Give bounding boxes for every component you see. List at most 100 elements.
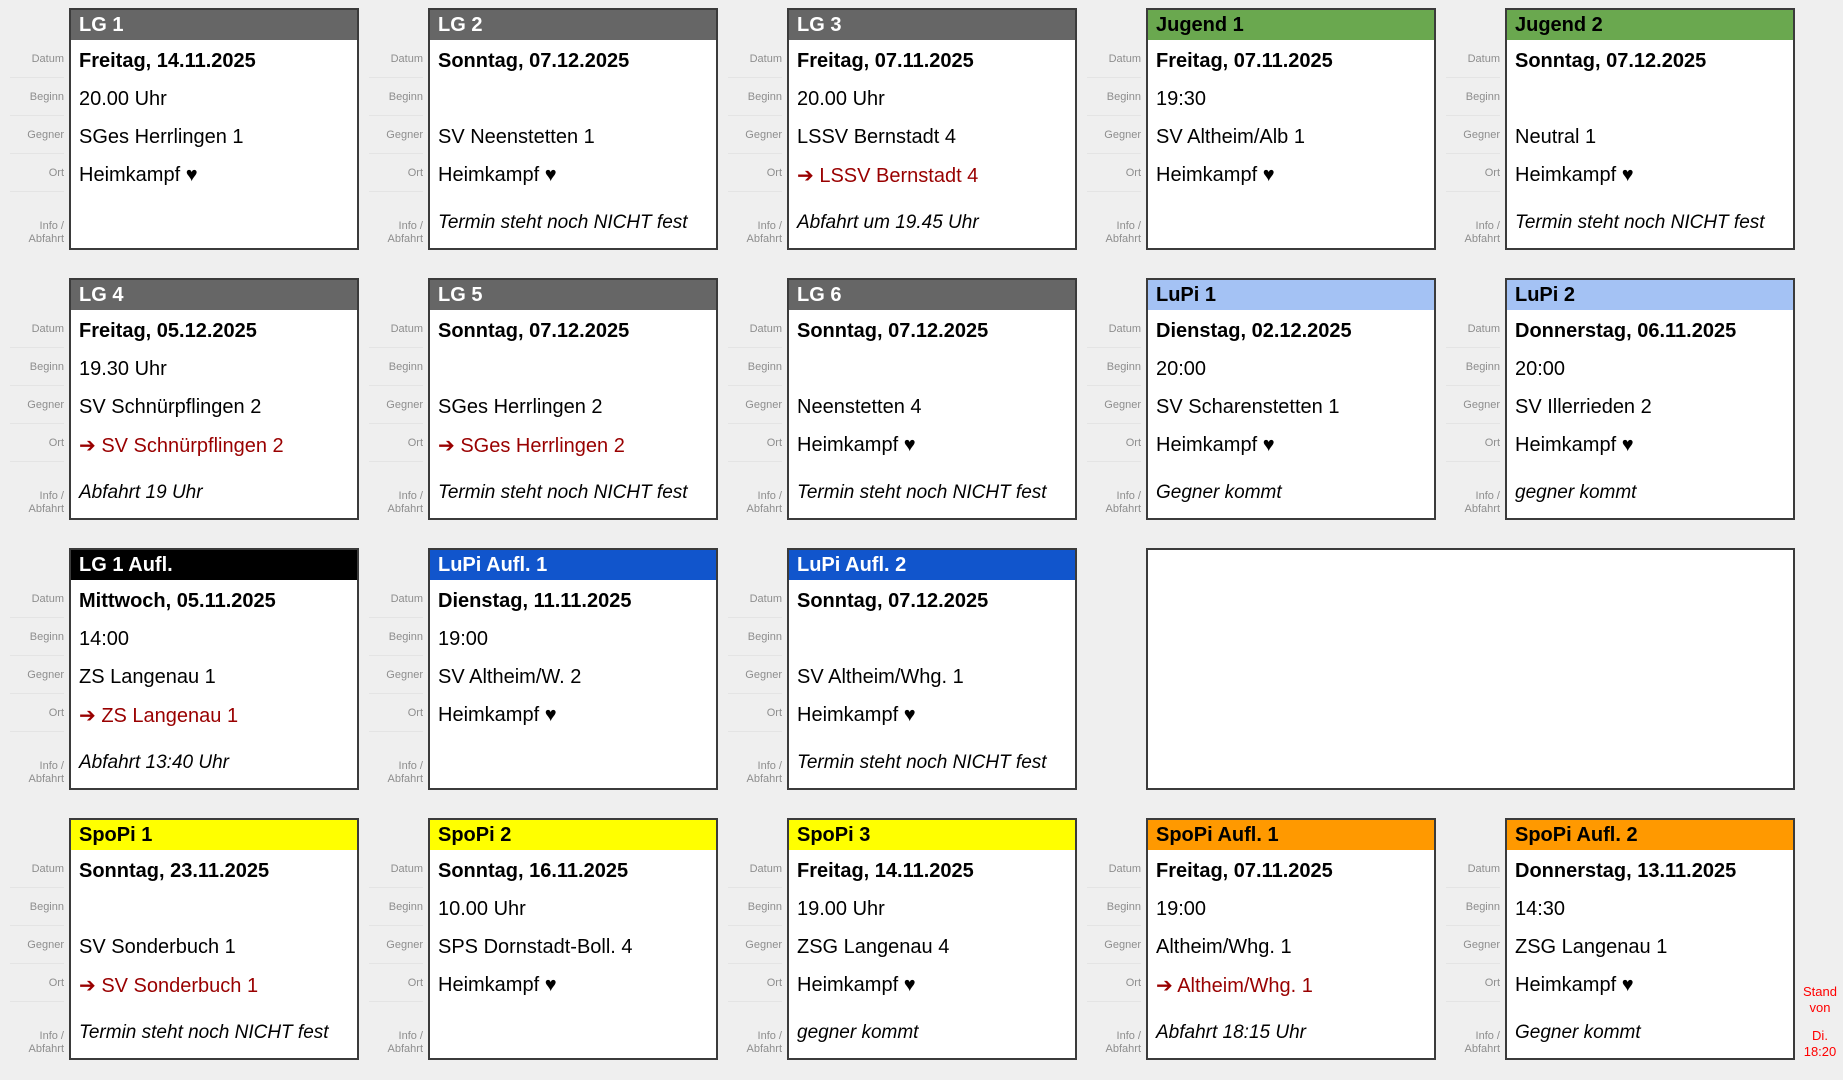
row-label-info-line2: Abfahrt — [1105, 1043, 1141, 1055]
field-ort-home: Heimkampf ♥ — [79, 163, 198, 186]
card-row-labels: Datum Beginn Gegner Ort Info / Abfahrt — [359, 548, 428, 790]
row-label-gegner: Gegner — [10, 656, 64, 694]
field-beginn — [79, 890, 351, 928]
row-label-beginn: Beginn — [10, 618, 64, 656]
row-label-gegner: Gegner — [1087, 926, 1141, 964]
row-label-info-abfahrt: Info / Abfahrt — [728, 1030, 782, 1060]
row-label-ort: Ort — [369, 694, 423, 732]
row-label-ort: Ort — [369, 154, 423, 192]
row-label-info-line1: Info / — [1475, 490, 1500, 502]
field-ort-home: Heimkampf ♥ — [1156, 163, 1275, 186]
card-row-labels: Datum Beginn Gegner Ort Info / Abfahrt — [1077, 278, 1146, 520]
row-label-info-line2: Abfahrt — [746, 773, 782, 785]
field-beginn — [797, 350, 1069, 388]
row-label-info-line2: Abfahrt — [28, 233, 64, 245]
row-label-info-abfahrt: Info / Abfahrt — [10, 220, 64, 250]
match-card: Jugend 2 Sonntag, 07.12.2025 Neutral 1 Heim… — [1505, 8, 1795, 250]
row-label-gegner: Gegner — [369, 656, 423, 694]
field-beginn: 20.00 Uhr — [797, 87, 885, 110]
card-title: Jugend 1 — [1148, 10, 1434, 40]
field-ort-away: ➔ SV Schnürpflingen 2 — [79, 434, 284, 457]
card-title: SpoPi Aufl. 1 — [1148, 820, 1434, 850]
row-label-beginn: Beginn — [1446, 888, 1500, 926]
field-beginn: 19:00 — [438, 627, 489, 650]
row-label-beginn: Beginn — [369, 618, 423, 656]
card-body: Freitag, 07.11.2025 19:30 SV Altheim/Alb 1… — [1148, 40, 1434, 248]
card-body: Sonntag, 16.11.2025 10.00 Uhr SPS Dornstad… — [430, 850, 716, 1058]
row-label-ort: Ort — [10, 964, 64, 1002]
match-card: LG 6 Sonntag, 07.12.2025 Neenstetten 4 Heim… — [787, 278, 1077, 520]
row-label-beginn: Beginn — [369, 78, 423, 116]
match-card: SpoPi Aufl. 1 Freitag, 07.11.2025 19:00 Alt… — [1146, 818, 1436, 1060]
field-beginn — [438, 350, 710, 388]
row-label-info-abfahrt: Info / Abfahrt — [1087, 490, 1141, 520]
row-label-info-line1: Info / — [1116, 490, 1141, 502]
field-beginn: 14:00 — [79, 627, 130, 650]
field-info: Abfahrt um 19.45 Uhr — [797, 212, 979, 233]
row-label-info-line1: Info / — [39, 220, 64, 232]
row-label-beginn: Beginn — [10, 78, 64, 116]
field-beginn: 19:30 — [1156, 87, 1207, 110]
field-datum: Sonntag, 07.12.2025 — [1515, 49, 1707, 72]
card-row-labels: Datum Beginn Gegner Ort Info / Abfahrt — [1436, 8, 1505, 250]
match-card: SpoPi 3 Freitag, 14.11.2025 19.00 Uhr ZSG L… — [787, 818, 1077, 1060]
field-gegner: LSSV Bernstadt 4 — [797, 125, 956, 148]
row-label-info-abfahrt: Info / Abfahrt — [1087, 220, 1141, 250]
row-label-info-line2: Abfahrt — [1464, 1043, 1500, 1055]
card-body: Freitag, 14.11.2025 20.00 Uhr SGes Herrlin… — [71, 40, 357, 248]
field-gegner: Altheim/Whg. 1 — [1156, 935, 1292, 958]
field-info: Termin steht noch NICHT fest — [438, 482, 688, 503]
field-gegner: SPS Dornstadt-Boll. 4 — [438, 935, 633, 958]
row-label-ort: Ort — [1087, 964, 1141, 1002]
card-body: Sonntag, 07.12.2025 SV Neenstetten 1 Heimk… — [430, 40, 716, 248]
stand-note-time: 18:20 — [1803, 1044, 1837, 1059]
field-info — [438, 746, 710, 780]
field-gegner: Neenstetten 4 — [797, 395, 922, 418]
row-label-info-abfahrt: Info / Abfahrt — [369, 1030, 423, 1060]
card-row-labels: Datum Beginn Gegner Ort Info / Abfahrt — [1077, 818, 1146, 1060]
field-datum: Mittwoch, 05.11.2025 — [79, 589, 276, 612]
field-datum: Freitag, 07.11.2025 — [1156, 49, 1333, 72]
match-card: LG 3 Freitag, 07.11.2025 20.00 Uhr LSSV Ber… — [787, 8, 1077, 250]
match-card: SpoPi Aufl. 2 Donnerstag, 13.11.2025 14:30… — [1505, 818, 1795, 1060]
stand-note-day: Di. — [1812, 1028, 1828, 1043]
row-label-beginn: Beginn — [369, 348, 423, 386]
card-title: LG 6 — [789, 280, 1075, 310]
match-card: LuPi 2 Donnerstag, 06.11.2025 20:00 SV Ille… — [1505, 278, 1795, 520]
row-label-gegner: Gegner — [369, 116, 423, 154]
card-row-labels: Datum Beginn Gegner Ort Info / Abfahrt — [0, 278, 69, 520]
card-title: LuPi Aufl. 1 — [430, 550, 716, 580]
card-title: Jugend 2 — [1507, 10, 1793, 40]
card-title: SpoPi 3 — [789, 820, 1075, 850]
row-label-info-line2: Abfahrt — [28, 1043, 64, 1055]
stand-note: Stand von Di. 18:20 — [1799, 984, 1841, 1060]
row-label-info-line1: Info / — [39, 760, 64, 772]
row-label-info-abfahrt: Info / Abfahrt — [369, 760, 423, 790]
card-title: LuPi 2 — [1507, 280, 1793, 310]
row-label-info-line1: Info / — [1116, 1030, 1141, 1042]
field-info: Abfahrt 18:15 Uhr — [1156, 1022, 1306, 1043]
card-row-labels: Datum Beginn Gegner Ort Info / Abfahrt — [718, 8, 787, 250]
row-label-info-line1: Info / — [39, 1030, 64, 1042]
row-label-datum: Datum — [728, 40, 782, 78]
field-gegner: SV Illerrieden 2 — [1515, 395, 1652, 418]
card-row-labels: Datum Beginn Gegner Ort Info / Abfahrt — [718, 818, 787, 1060]
card-title: LG 4 — [71, 280, 357, 310]
row-label-datum: Datum — [10, 40, 64, 78]
field-ort-home: Heimkampf ♥ — [797, 433, 916, 456]
row-label-info-line1: Info / — [39, 490, 64, 502]
row-label-info-line2: Abfahrt — [746, 233, 782, 245]
field-info: Abfahrt 19 Uhr — [79, 482, 203, 503]
field-gegner: SGes Herrlingen 1 — [79, 125, 244, 148]
row-label-ort: Ort — [728, 424, 782, 462]
row-label-info-abfahrt: Info / Abfahrt — [728, 220, 782, 250]
field-datum: Sonntag, 23.11.2025 — [79, 859, 270, 882]
card-body: Dienstag, 11.11.2025 19:00 SV Altheim/W. 2… — [430, 580, 716, 788]
row-label-info-line1: Info / — [757, 220, 782, 232]
row-label-beginn: Beginn — [728, 888, 782, 926]
field-datum: Freitag, 07.11.2025 — [797, 49, 974, 72]
empty-card — [1146, 548, 1795, 790]
field-ort-home: Heimkampf ♥ — [1515, 163, 1634, 186]
match-card: LuPi 1 Dienstag, 02.12.2025 20:00 SV Schare… — [1146, 278, 1436, 520]
